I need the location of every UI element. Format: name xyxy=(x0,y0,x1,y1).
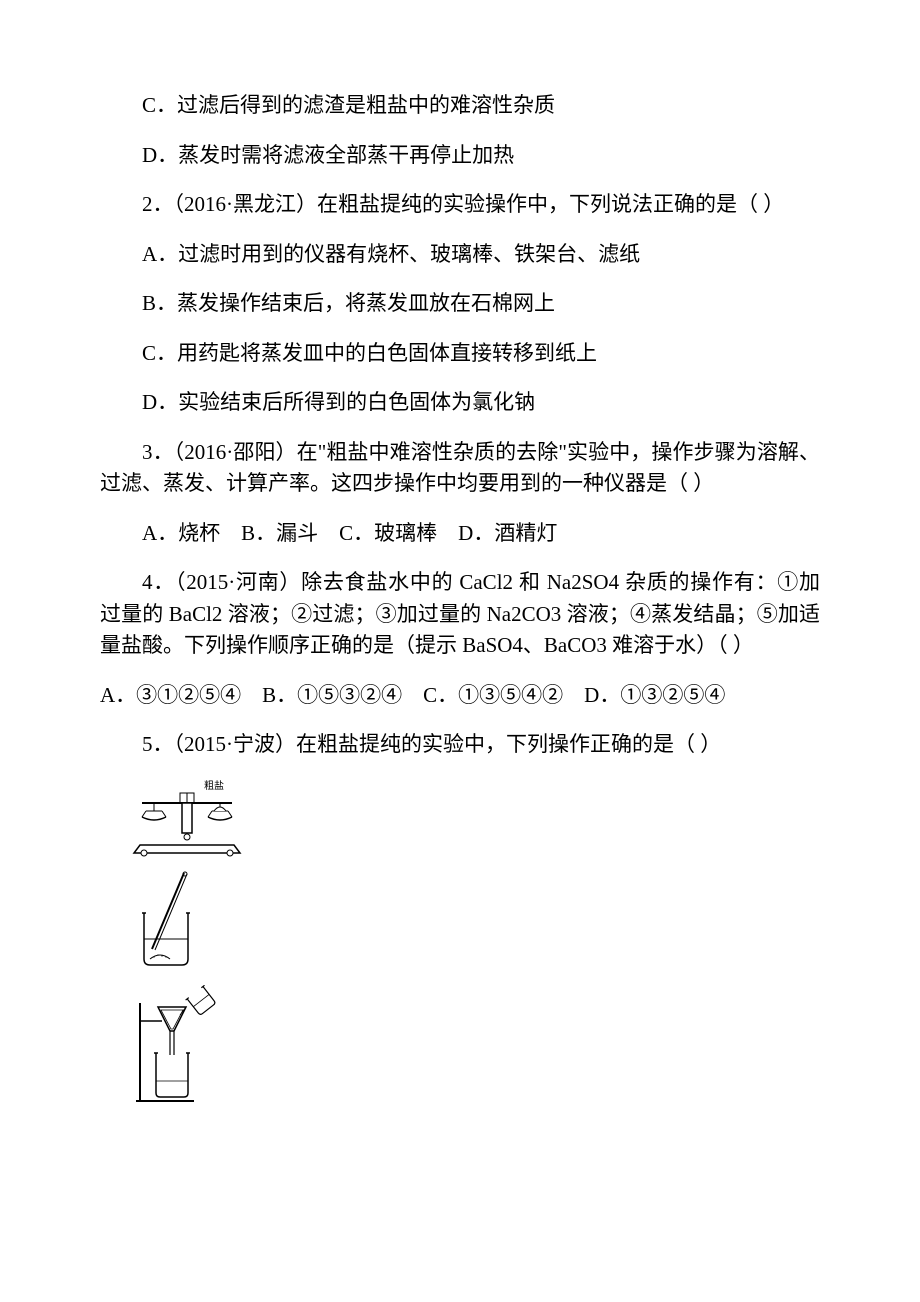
question-2-stem: 2．（2016·黑龙江）在粗盐提纯的实验操作中，下列说法正确的是（ ） xyxy=(100,189,820,221)
question-2-option-d: D．实验结束后所得到的白色固体为氯化钠 xyxy=(100,387,820,419)
filtration-diagram xyxy=(132,985,820,1105)
balance-label: 粗盐 xyxy=(204,779,224,792)
option-c: C．过滤后得到的滤渣是粗盐中的难溶性杂质 xyxy=(100,90,820,122)
question-4-options: A．③①②⑤④ B．①⑤③②④ C．①③⑤④② D．①③②⑤④ xyxy=(100,680,820,712)
question-3-stem: 3．（2016·邵阳）在"粗盐中难溶性杂质的去除"实验中，操作步骤为溶解、过滤、… xyxy=(100,437,820,500)
beaker-rod-diagram xyxy=(132,871,820,971)
question-2-option-b: B．蒸发操作结束后，将蒸发皿放在石棉网上 xyxy=(100,288,820,320)
option-d: D．蒸发时需将滤液全部蒸干再停止加热 xyxy=(100,140,820,172)
question-3-options: A．烧杯 B．漏斗 C．玻璃棒 D．酒精灯 xyxy=(100,518,820,550)
question-4-stem: 4．（2015·河南）除去食盐水中的 CaCl2 和 Na2SO4 杂质的操作有… xyxy=(100,567,820,662)
balance-scale-diagram: 粗盐 xyxy=(132,779,820,857)
question-2-option-c: C．用药匙将蒸发皿中的白色固体直接转移到纸上 xyxy=(100,338,820,370)
question-5-stem: 5．（2015·宁波）在粗盐提纯的实验中，下列操作正确的是（ ） xyxy=(100,729,820,761)
question-2-option-a: A．过滤时用到的仪器有烧杯、玻璃棒、铁架台、滤纸 xyxy=(100,239,820,271)
